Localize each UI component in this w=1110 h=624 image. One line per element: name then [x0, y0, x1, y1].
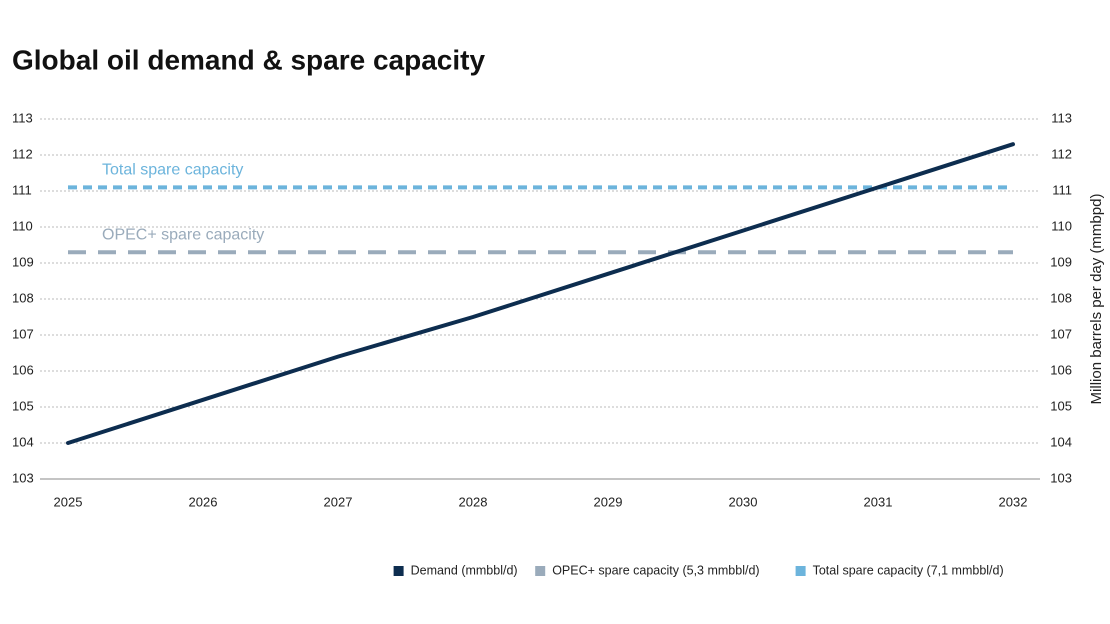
x-tick-label: 2025: [54, 494, 83, 509]
y-tick-label: 104: [12, 434, 34, 449]
x-tick-label: 2032: [999, 494, 1028, 509]
x-tick-label: 2027: [324, 494, 353, 509]
y2-axis-label: Million barrels per day (mmbpd): [1088, 194, 1105, 405]
legend-label: Total spare capacity (7,1 mmbbl/d): [813, 563, 1004, 577]
y2-tick-label: 112: [1051, 146, 1072, 161]
y2-tick-label: 105: [1050, 398, 1072, 413]
y2-tick-label: 104: [1050, 434, 1072, 449]
y-tick-label: 110: [12, 218, 33, 233]
legend-label: Demand (mmbbl/d): [411, 563, 518, 577]
line-annotation: Total spare capacity: [102, 162, 243, 179]
y-tick-label: 103: [12, 470, 34, 485]
legend-swatch: [393, 566, 404, 576]
y2-tick-label: 103: [1050, 470, 1072, 485]
x-tick-label: 2028: [459, 494, 488, 509]
x-tick-label: 2030: [729, 494, 758, 509]
y2-tick-label: 113: [1051, 110, 1072, 125]
x-tick-label: 2031: [864, 494, 893, 509]
y2-tick-label: 109: [1050, 254, 1072, 269]
x-tick-label: 2026: [189, 494, 218, 509]
y2-tick-label: 110: [1051, 218, 1072, 233]
y2-tick-label: 107: [1050, 326, 1072, 341]
line-annotation: OPEC+ spare capacity: [102, 226, 264, 243]
x-tick-label: 2029: [594, 494, 623, 509]
legend-swatch: [795, 566, 806, 576]
chart-title: Global oil demand & spare capacity: [12, 44, 485, 75]
y2-tick-label: 106: [1050, 362, 1072, 377]
y-tick-label: 108: [12, 290, 34, 305]
y-tick-label: 109: [12, 254, 34, 269]
y2-tick-label: 108: [1050, 290, 1072, 305]
legend-label: OPEC+ spare capacity (5,3 mmbbl/d): [552, 563, 759, 577]
y-tick-label: 111: [12, 182, 32, 197]
y-tick-label: 107: [12, 326, 34, 341]
y-tick-label: 105: [12, 398, 34, 413]
series-line: [66, 142, 1015, 445]
legend-swatch: [535, 566, 546, 576]
y2-tick-label: 111: [1052, 182, 1072, 197]
y-tick-label: 112: [12, 146, 33, 161]
y-tick-label: 106: [12, 362, 34, 377]
y-tick-label: 113: [12, 110, 33, 125]
